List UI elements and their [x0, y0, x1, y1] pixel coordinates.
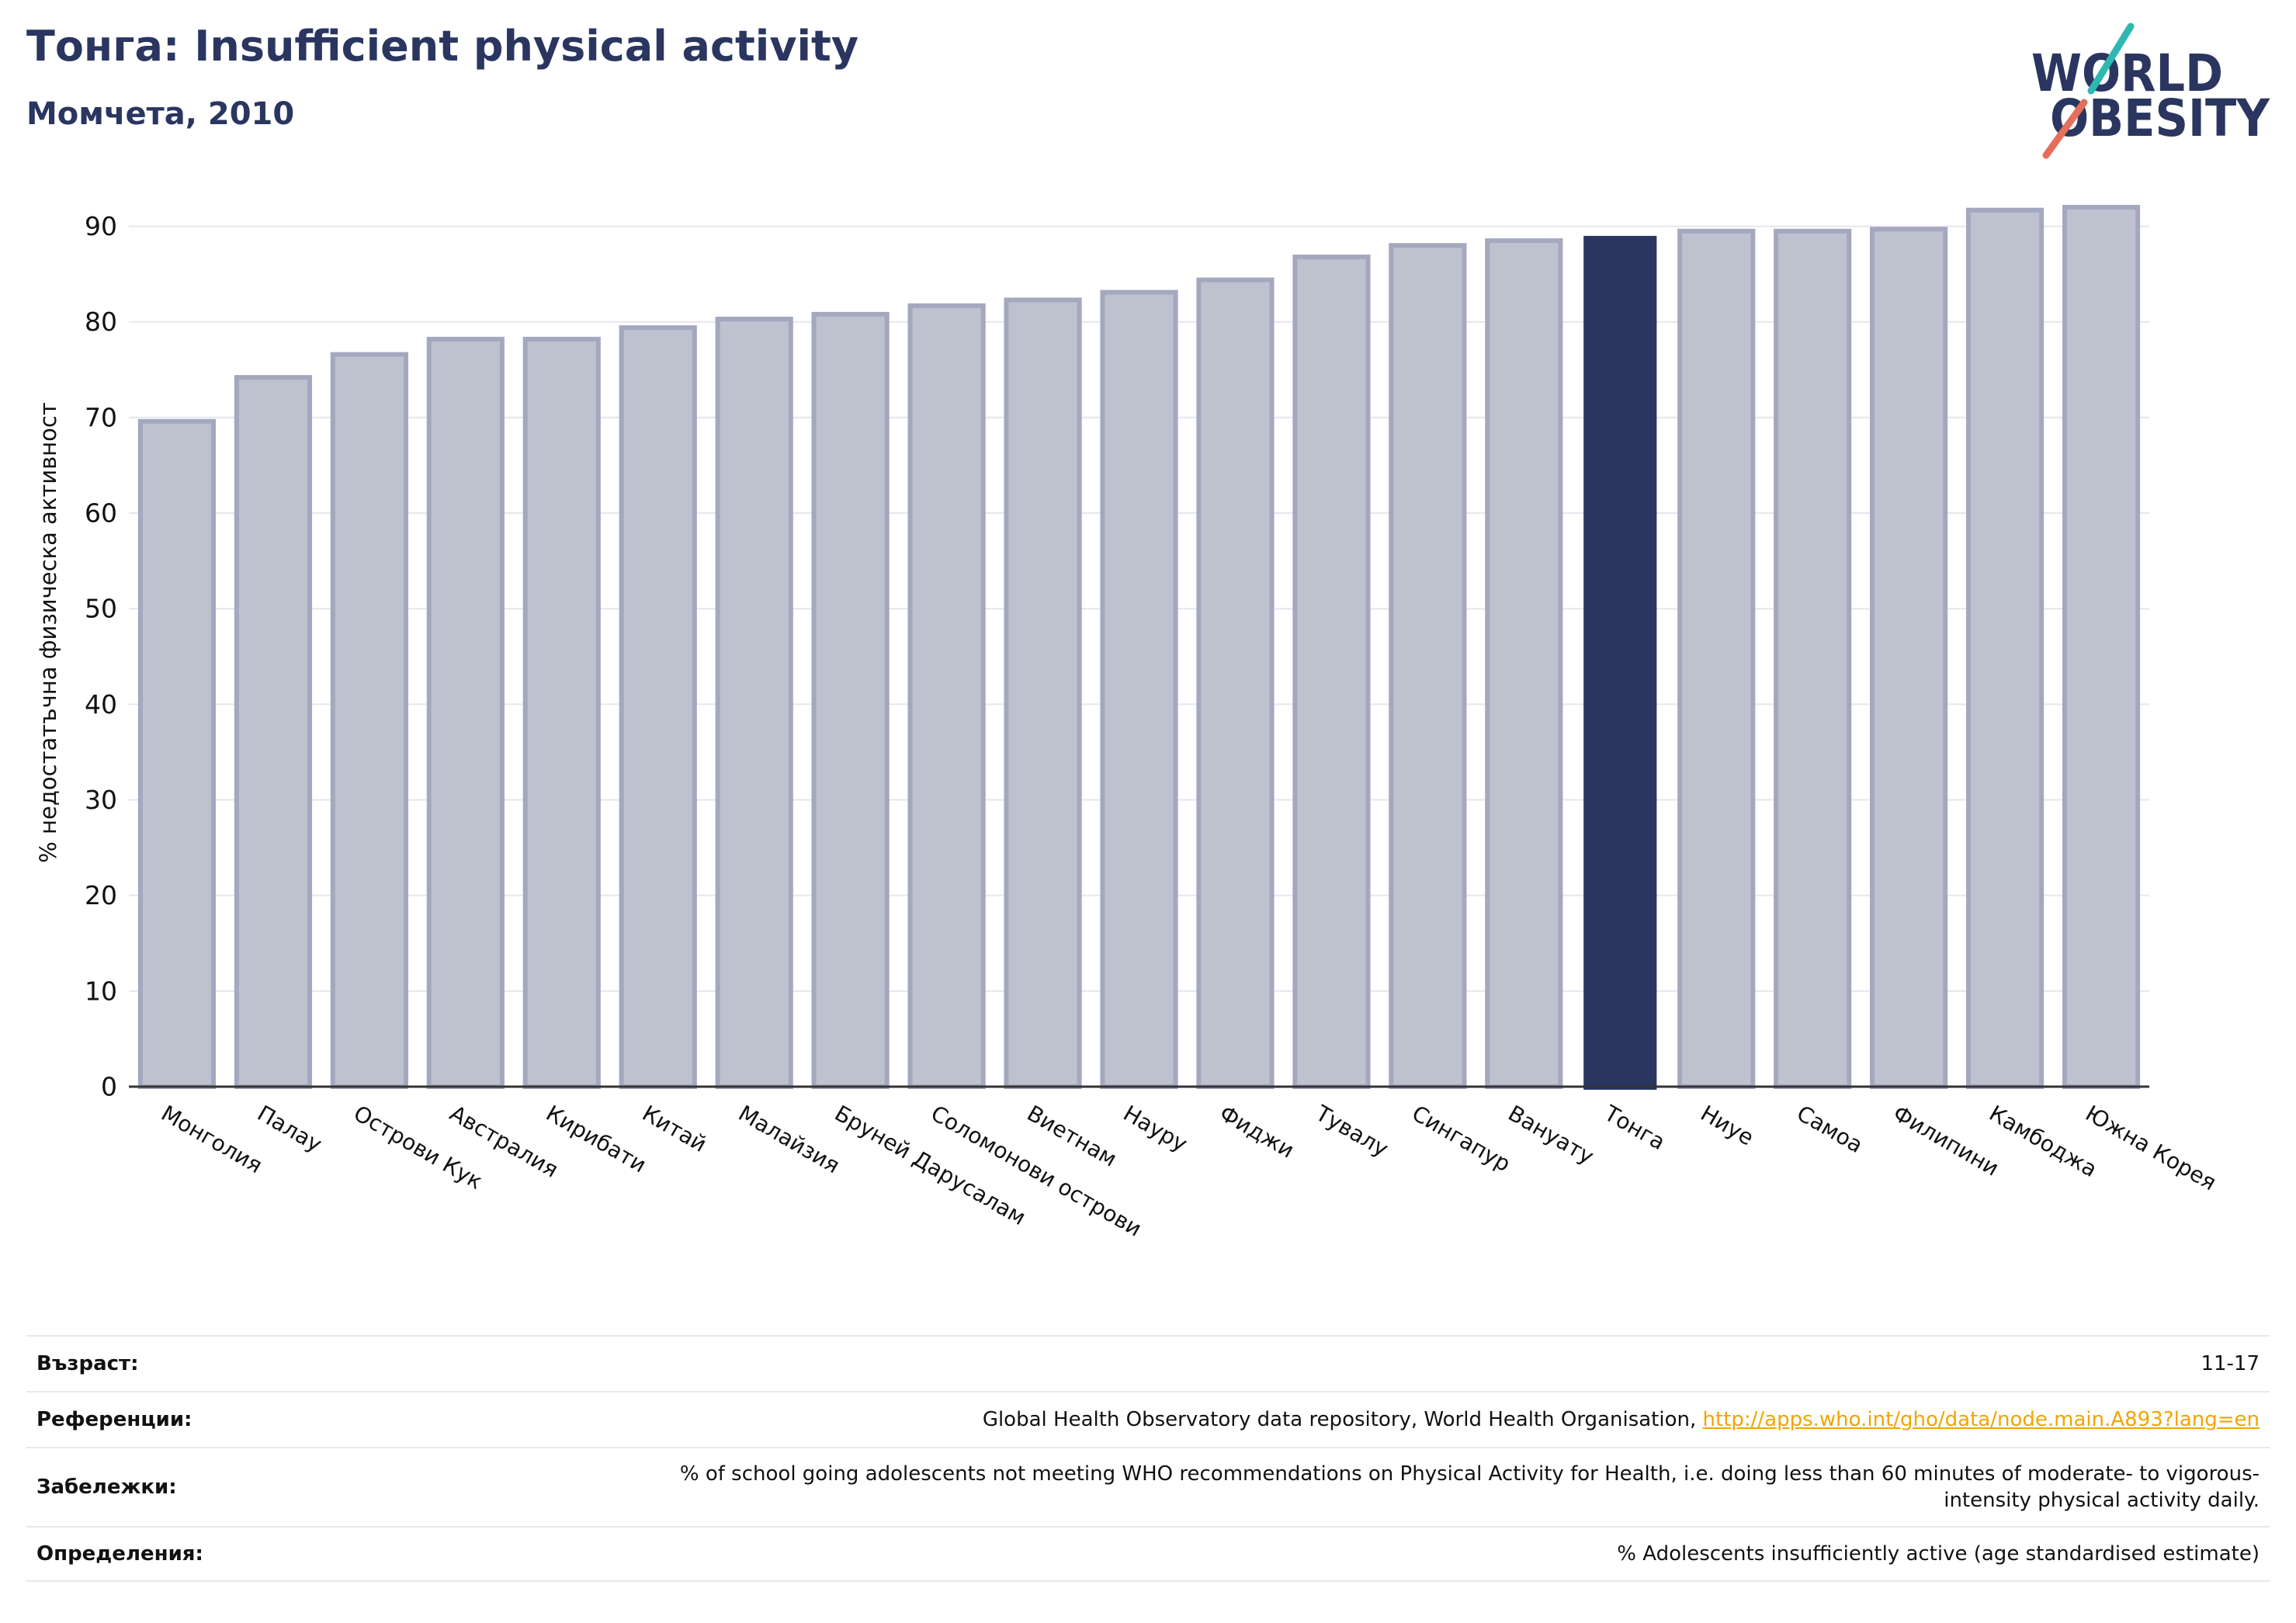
y-tick-label: 20	[85, 880, 117, 910]
x-tick-label: Малайзия	[734, 1100, 845, 1178]
bar	[137, 418, 217, 1089]
logo-word-obesity: OBESITY	[2050, 88, 2270, 148]
info-row-age: Възраст: 11-17	[26, 1335, 2270, 1391]
reference-text: Global Health Observatory data repositor…	[982, 1408, 1703, 1431]
x-tick-label: Самоа	[1792, 1100, 1867, 1158]
x-tick-label: Камбоджа	[1985, 1100, 2101, 1182]
y-tick-label: 40	[85, 689, 117, 720]
bar	[1004, 297, 1082, 1089]
x-tick-label: Науру	[1119, 1100, 1192, 1157]
logo-slash-bottom	[2042, 99, 2088, 159]
y-tick-label: 80	[85, 307, 117, 337]
bar	[234, 375, 313, 1090]
x-tick-label: Тонга	[1599, 1100, 1669, 1155]
bar	[1292, 254, 1371, 1089]
bar	[1870, 227, 1948, 1089]
bar	[907, 303, 986, 1089]
bar	[715, 317, 793, 1089]
logo-word-world: WORLD	[2031, 43, 2223, 103]
bar	[2062, 204, 2141, 1089]
page-title: Тонга: Insufficient physical activity	[26, 22, 859, 71]
y-tick-label: 0	[101, 1072, 117, 1102]
y-tick-label: 70	[85, 402, 117, 432]
info-label: Референции:	[36, 1408, 192, 1431]
y-tick-label: 10	[85, 976, 117, 1006]
bar	[1677, 228, 1756, 1090]
bar	[426, 336, 505, 1089]
x-tick-label: Вануату	[1503, 1100, 1598, 1169]
info-row-definitions: Определения: % Adolescents insufficientl…	[26, 1526, 2270, 1582]
x-tick-label: Южна Корея	[2081, 1100, 2221, 1195]
info-label: Възраст:	[36, 1352, 139, 1375]
info-table: Възраст: 11-17 Референции: Global Health…	[26, 1335, 2270, 1582]
bar	[811, 311, 890, 1089]
bar	[1389, 243, 1467, 1089]
bar	[522, 336, 601, 1089]
page-subtitle: Момчета, 2010	[26, 96, 295, 132]
info-value: Global Health Observatory data repositor…	[983, 1406, 2260, 1433]
x-tick-label: Монголия	[157, 1100, 267, 1178]
world-obesity-logo: WORLD OBESITY	[2031, 23, 2270, 159]
bar	[619, 325, 697, 1089]
y-tick-label: 90	[85, 211, 117, 241]
x-tick-label: Сингапур	[1407, 1100, 1514, 1177]
y-tick-label: 60	[85, 498, 117, 529]
x-tick-label: Китай	[638, 1100, 711, 1157]
logo-slash-top	[2087, 23, 2135, 95]
x-tick-label: Палау	[253, 1100, 326, 1157]
x-tick-label: Филипини	[1888, 1100, 2003, 1181]
bar	[330, 352, 408, 1089]
info-label: Определения:	[36, 1542, 203, 1566]
x-tick-label: Фиджи	[1216, 1100, 1299, 1163]
x-tick-label: Тувалу	[1311, 1100, 1393, 1162]
info-value: % Adolescents insufficiently active (age…	[1617, 1542, 2260, 1566]
bar	[1774, 228, 1852, 1090]
y-tick-label: 50	[85, 594, 117, 624]
info-value: % of school going adolescents not meetin…	[679, 1462, 2260, 1512]
bar	[1196, 277, 1275, 1089]
x-tick-label: Ниуе	[1696, 1100, 1758, 1150]
info-row-references: Референции: Global Health Observatory da…	[26, 1391, 2270, 1447]
reference-link[interactable]: http://apps.who.int/gho/data/node.main.A…	[1702, 1408, 2260, 1431]
bar	[1485, 238, 1563, 1090]
info-value: 11-17	[2201, 1352, 2260, 1375]
y-axis-label: % недостатъчна физическа активност	[35, 402, 61, 863]
bar	[1965, 207, 2045, 1090]
info-label: Забележки:	[36, 1476, 177, 1499]
info-row-notes: Забележки: % of school going adolescents…	[26, 1447, 2270, 1526]
bar	[1100, 290, 1178, 1089]
bar-highlighted	[1583, 235, 1657, 1090]
y-tick-label: 30	[85, 785, 117, 815]
